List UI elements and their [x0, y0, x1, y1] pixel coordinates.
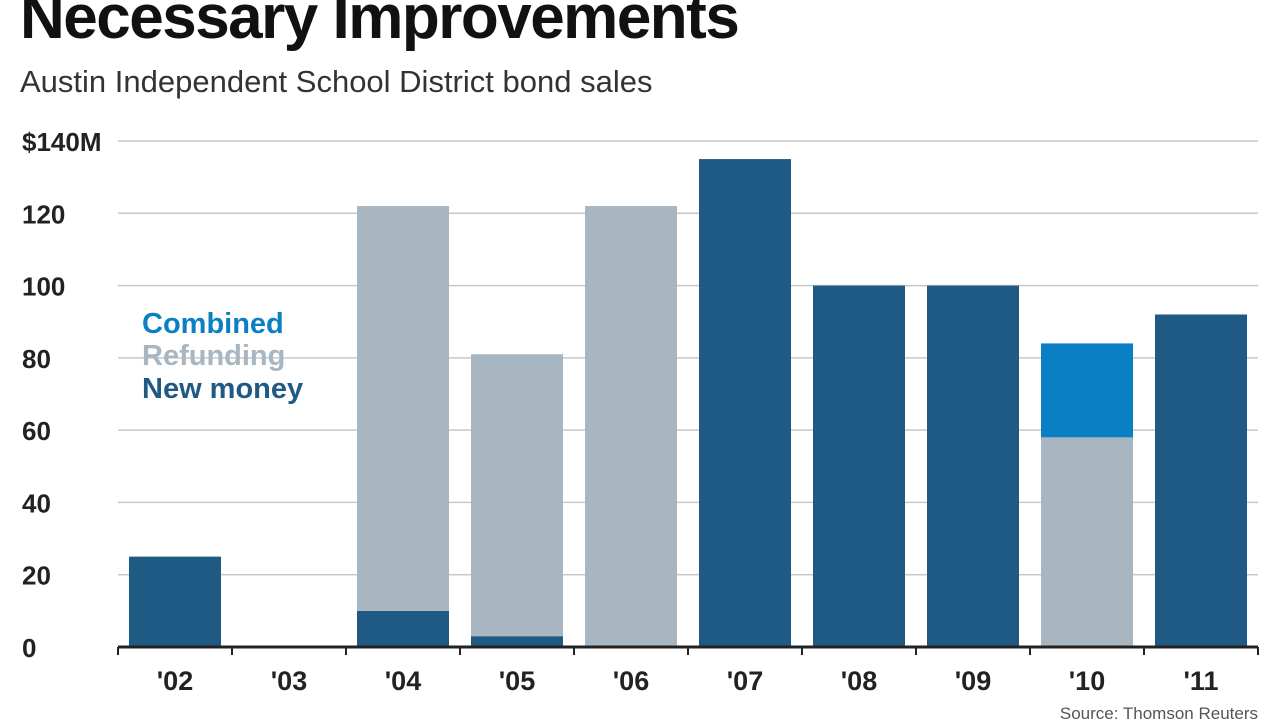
chart-subtitle: Austin Independent School District bond …: [20, 64, 653, 99]
x-tick-label: '05: [499, 666, 535, 696]
x-tick-label: '09: [955, 666, 991, 696]
y-tick-label: $140M: [22, 127, 102, 157]
x-tick-label: '11: [1184, 666, 1219, 696]
x-tick-label: '10: [1069, 666, 1105, 696]
y-tick-label: 60: [22, 416, 51, 446]
chart-title: Necessary Improvements: [20, 0, 740, 52]
legend-refunding: Refunding: [142, 340, 286, 372]
bar-refunding: [471, 354, 563, 637]
x-tick-label: '08: [841, 666, 877, 696]
bar-new-money: [927, 285, 1019, 647]
bars: [129, 159, 1247, 648]
bar-refunding: [357, 206, 449, 611]
x-tick-label: '03: [271, 666, 307, 696]
axes: 0 20 40 60 80 100 120 $140M '02 '03 '04 '05 '06 '07 '0…: [22, 127, 1259, 696]
bar-new-money: [357, 610, 449, 647]
bar-new-money: [813, 285, 905, 647]
x-tick-label: '06: [613, 666, 649, 696]
y-tick-label: 0: [22, 633, 36, 663]
x-tick-label: '07: [727, 666, 763, 696]
legend-new-money: New money: [142, 373, 304, 405]
x-tick-label: '02: [157, 666, 193, 696]
bar-combined: [1041, 343, 1133, 438]
bar-new-money: [129, 556, 221, 647]
bar-new-money: [471, 636, 563, 647]
source-note: Source: Thomson Reuters: [1059, 704, 1258, 723]
x-tick-label: '04: [385, 666, 421, 696]
y-tick-label: 100: [22, 272, 65, 302]
bar-new-money: [699, 159, 791, 648]
legend-combined: Combined: [142, 308, 284, 340]
bar-refunding: [1041, 437, 1133, 647]
y-tick-label: 120: [22, 199, 65, 229]
y-tick-label: 20: [22, 561, 51, 591]
bar-refunding: [585, 206, 677, 648]
y-tick-label: 80: [22, 344, 51, 374]
bar-new-money: [1155, 314, 1247, 647]
y-tick-label: 40: [22, 488, 51, 518]
